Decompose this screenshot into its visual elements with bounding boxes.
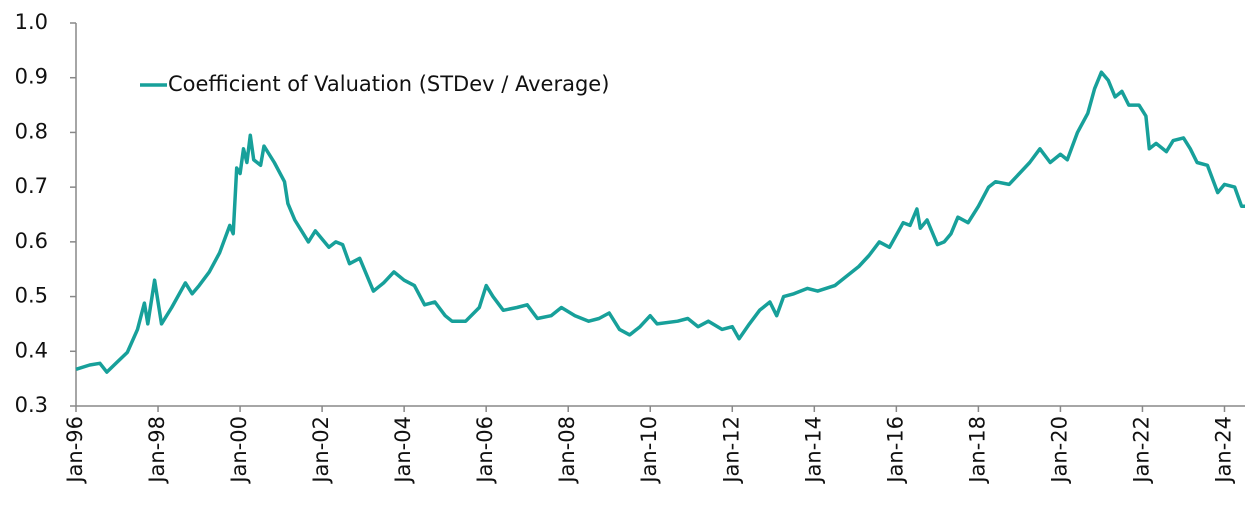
y-tick-label: 0.5: [15, 284, 48, 308]
y-tick-label: 0.3: [15, 393, 48, 417]
legend-label: Coefficient of Valuation (STDev / Averag…: [168, 72, 609, 96]
x-tick-label: Jan-24: [1211, 416, 1235, 485]
x-tick-label: Jan-22: [1129, 416, 1153, 485]
x-tick-label: Jan-04: [391, 416, 415, 485]
x-tick-label: Jan-02: [309, 416, 333, 485]
x-tick-label: Jan-08: [555, 416, 579, 485]
line-series: [75, 70, 1245, 374]
x-tick-label: Jan-98: [145, 416, 169, 485]
y-tick-label: 0.4: [15, 338, 48, 362]
x-tick-label: Jan-10: [637, 416, 661, 485]
x-tick-label: Jan-06: [473, 416, 497, 485]
y-tick-label: 0.7: [15, 174, 48, 198]
y-tick-label: 0.9: [15, 65, 48, 89]
y-tick-label: 0.6: [15, 229, 48, 253]
x-tick-label: Jan-16: [883, 416, 907, 485]
y-tick-label: 1.0: [15, 10, 48, 34]
x-tick-label: Jan-18: [965, 416, 989, 485]
x-tick-label: Jan-96: [63, 416, 87, 485]
x-tick-label: Jan-20: [1047, 416, 1071, 485]
x-tick-label: Jan-14: [801, 416, 825, 485]
x-tick-label: Jan-00: [227, 416, 251, 485]
x-tick-label: Jan-12: [719, 416, 743, 485]
y-tick-label: 0.8: [15, 119, 48, 143]
